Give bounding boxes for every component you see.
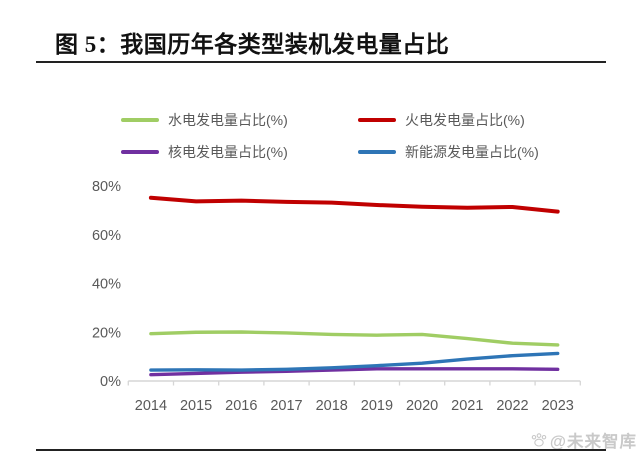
y-axis-label: 40% [92,277,121,293]
y-axis-label: 60% [92,228,121,244]
series-line-2 [149,367,560,377]
x-axis-label: 2020 [406,398,438,414]
series-line-1 [148,195,560,214]
y-axis-label: 20% [92,325,121,341]
figure-title: 图 5：我国历年各类型装机发电量占比 [55,32,450,57]
x-axis-label: 2018 [316,398,348,414]
bottom-divider-line [36,449,606,451]
legend-label-thermal: 火电发电量占比(%) [405,112,525,128]
series-line-0 [149,330,560,347]
legend-item-nuclear: 核电发电量占比(%) [121,144,288,160]
legend-swatch-newenergy [358,149,396,155]
title-divider-line [36,61,606,63]
watermark: @未来智库 [530,428,637,452]
x-axis-label: 2016 [225,398,257,414]
x-axis-label: 2014 [135,398,167,414]
series-line-3 [149,351,560,372]
x-axis-label: 2019 [361,398,393,414]
x-axis-label: 2015 [180,398,212,414]
legend-swatch-hydro [121,117,159,123]
x-axis-label: 2021 [451,398,483,414]
legend-swatch-nuclear [121,149,159,155]
y-axis-label: 0% [100,374,121,390]
legend-label-nuclear: 核电发电量占比(%) [168,144,288,160]
legend-swatch-thermal [358,117,396,123]
x-axis-label: 2022 [496,398,528,414]
watermark-text: @未来智库 [549,433,637,451]
paw-icon [531,433,547,447]
y-axis-label: 80% [92,179,121,195]
x-axis-label: 2023 [542,398,574,414]
legend-item-hydro: 水电发电量占比(%) [121,112,288,128]
legend-label-hydro: 水电发电量占比(%) [168,112,288,128]
x-axis-label: 2017 [270,398,302,414]
legend-label-newenergy: 新能源发电量占比(%) [405,144,539,160]
legend-item-thermal: 火电发电量占比(%) [358,112,525,128]
legend-item-newenergy: 新能源发电量占比(%) [358,144,539,160]
